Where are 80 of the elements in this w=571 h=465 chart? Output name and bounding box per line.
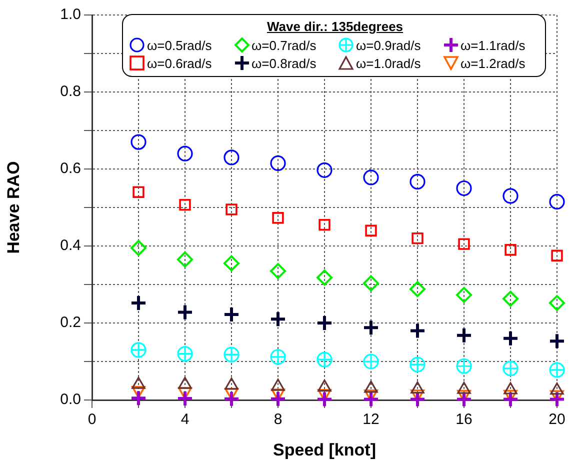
legend-label: ω=1.0rad/s	[356, 56, 421, 70]
point	[363, 275, 379, 292]
y-tick-label: 0.8	[60, 83, 81, 100]
y-axis-title: Heave RAO	[4, 161, 23, 254]
point	[130, 134, 146, 150]
point	[504, 244, 516, 256]
point	[270, 263, 286, 280]
x-tick-label: 12	[362, 411, 380, 428]
point	[316, 162, 332, 178]
y-tick-label: 1.0	[60, 6, 81, 24]
point	[176, 304, 194, 321]
point	[226, 204, 238, 216]
point	[456, 286, 472, 303]
y-tick-label: 0.2	[60, 314, 81, 332]
point	[130, 390, 147, 407]
point	[456, 358, 472, 374]
point	[502, 188, 518, 204]
point	[551, 250, 563, 262]
point	[365, 224, 377, 236]
point	[270, 310, 286, 328]
legend-label: ω=0.7rad/s	[252, 38, 316, 52]
point	[456, 180, 472, 196]
point	[130, 240, 146, 256]
point	[412, 232, 424, 244]
point	[316, 314, 333, 332]
legend-label: ω=0.8rad/s	[252, 56, 316, 70]
point	[549, 362, 565, 378]
point	[410, 174, 426, 190]
point	[223, 306, 240, 324]
legend-label: ω=1.2rad/s	[460, 56, 526, 70]
point	[362, 390, 380, 408]
point	[224, 150, 240, 166]
y-tick-label: 0.6	[60, 160, 81, 178]
legend-label: ω=0.9rad/s	[356, 38, 421, 52]
x-axis-title: Speed [knot]	[273, 440, 376, 460]
point	[362, 319, 380, 336]
point	[316, 352, 332, 368]
point	[270, 390, 286, 408]
legend-title: Wave dir.: 135degrees	[266, 19, 404, 34]
point	[363, 354, 379, 370]
legend-label: ω=0.6rad/s	[147, 56, 212, 70]
point	[409, 322, 426, 340]
point	[410, 356, 426, 372]
point	[130, 294, 147, 312]
point	[272, 212, 284, 224]
point	[549, 194, 565, 210]
point	[270, 349, 286, 365]
point	[130, 342, 146, 358]
x-tick-label: 20	[548, 411, 566, 428]
legend-label: ω=1.1rad/s	[460, 38, 526, 52]
point	[224, 255, 240, 272]
point	[549, 294, 565, 311]
point	[270, 155, 286, 172]
point	[318, 218, 330, 231]
point	[223, 390, 240, 408]
point	[548, 390, 566, 408]
point	[502, 330, 519, 347]
legend-label: ω=0.5rad/s	[147, 38, 212, 52]
point	[316, 390, 333, 408]
point	[502, 360, 518, 376]
point	[177, 146, 193, 162]
point	[502, 290, 518, 307]
point	[458, 238, 470, 250]
point	[456, 326, 472, 344]
point	[132, 186, 144, 198]
point	[316, 270, 332, 286]
point	[179, 198, 191, 211]
point	[410, 281, 426, 298]
point	[177, 251, 193, 268]
point	[224, 346, 240, 362]
point	[176, 390, 194, 407]
point	[177, 346, 193, 362]
x-tick-label: 16	[456, 411, 472, 428]
x-tick-label: 0	[88, 411, 96, 428]
y-tick-label: 0.0	[60, 391, 81, 408]
x-tick-label: 8	[274, 411, 282, 428]
x-tick-label: 4	[180, 411, 190, 428]
y-tick-label: 0.4	[60, 237, 81, 254]
point	[363, 170, 379, 186]
point	[548, 332, 566, 350]
